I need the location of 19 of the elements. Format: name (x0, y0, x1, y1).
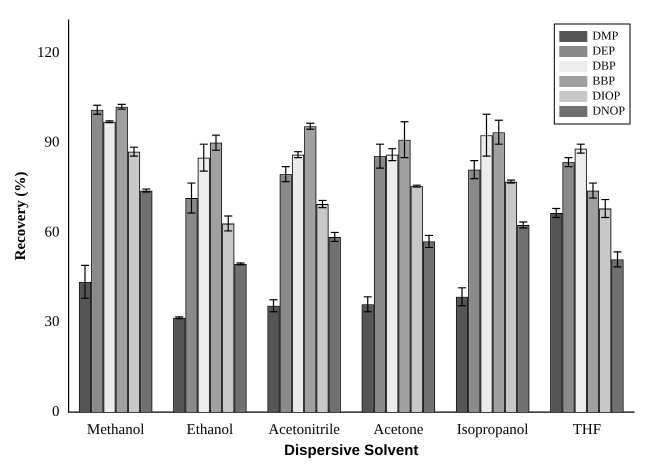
x-axis-title: Dispersive Solvent (284, 442, 418, 460)
y-tick-label: 120 (37, 44, 60, 61)
y-axis-title: Recovery (%) (12, 172, 29, 260)
legend-label: DEP (592, 44, 616, 58)
x-tick-label: Isopropanol (456, 422, 528, 438)
y-tick-label: 60 (44, 224, 60, 240)
y-tick-label: 90 (44, 134, 60, 151)
legend-label: BBP (592, 74, 616, 88)
x-tick-label: Ethanol (186, 422, 234, 438)
x-tick-label: Acetonitrile (268, 422, 340, 438)
legend-label: DNOP (592, 104, 626, 118)
x-tick-label: THF (572, 422, 602, 438)
legend-label: DIOP (592, 88, 621, 103)
y-tick-label: 0 (52, 404, 60, 420)
y-tick-label: 30 (44, 314, 60, 330)
legend-label: DBP (592, 58, 616, 73)
x-tick-label: Methanol (86, 422, 144, 438)
x-tick-label: Acetone (373, 422, 424, 438)
legend-label: DMP (592, 28, 619, 43)
